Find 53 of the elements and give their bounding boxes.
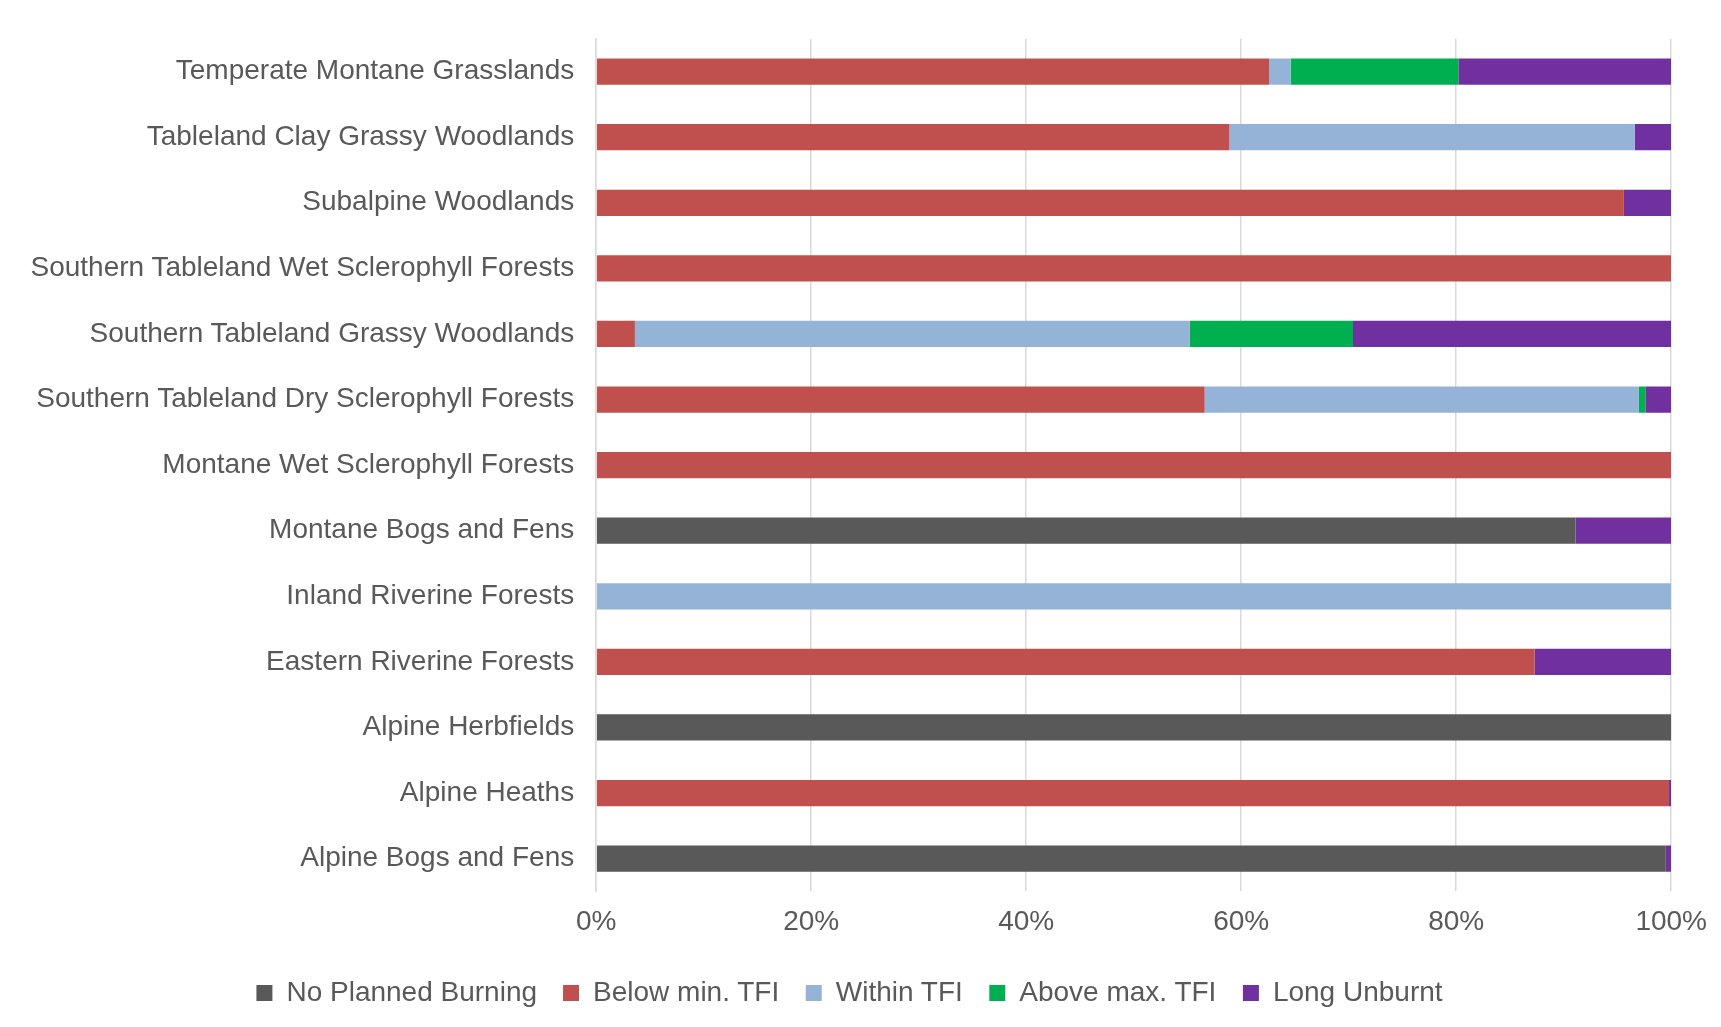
y-tick-label: Southern Tableland Grassy Woodlands — [89, 316, 575, 348]
legend-label: Long Unburnt — [1272, 975, 1443, 1007]
y-tick-label: Inland Riverine Forests — [286, 578, 575, 610]
y-tick-label: Southern Tableland Wet Sclerophyll Forests — [30, 251, 575, 283]
bar — [1229, 124, 1635, 151]
bar — [1269, 58, 1291, 85]
bar — [596, 648, 1535, 675]
bar — [596, 320, 635, 348]
bar — [1534, 648, 1672, 675]
bar — [1645, 386, 1672, 413]
bar — [1634, 124, 1672, 151]
bar — [596, 583, 1672, 610]
bar — [596, 255, 1672, 282]
y-tick-label: Alpine Herbfields — [362, 710, 575, 742]
bar — [596, 517, 1576, 544]
y-tick-label: Eastern Riverine Forests — [266, 644, 575, 676]
bar — [1638, 386, 1646, 413]
bar — [596, 714, 1672, 741]
y-tick-label: Alpine Bogs and Fens — [300, 841, 575, 873]
bar — [1189, 320, 1353, 348]
bar — [634, 320, 1190, 348]
x-tick-label: 40% — [998, 904, 1055, 936]
legend-label: Above max. TFI — [1019, 975, 1217, 1007]
y-tick-label: Temperate Montane Grasslands — [175, 54, 575, 86]
bar — [1669, 779, 1672, 807]
legend-label: Below min. TFI — [593, 975, 780, 1007]
y-tick-label: Tableland Clay Grassy Woodlands — [146, 119, 575, 151]
bar — [1575, 517, 1672, 544]
bar — [596, 124, 1230, 151]
y-tick-label: Southern Tableland Dry Sclerophyll Forests — [36, 382, 575, 414]
bar — [596, 58, 1270, 85]
bar — [1458, 58, 1672, 85]
bar — [596, 386, 1205, 413]
y-tick-label: Montane Wet Sclerophyll Forests — [162, 447, 575, 479]
bar — [1290, 58, 1459, 85]
legend-label: Within TFI — [835, 975, 963, 1007]
bar — [596, 779, 1670, 807]
bar — [1204, 386, 1639, 413]
bar — [596, 845, 1666, 872]
bar — [596, 451, 1672, 479]
x-tick-label: 20% — [783, 904, 840, 936]
y-tick-label: Montane Bogs and Fens — [269, 513, 575, 545]
x-tick-label: 0% — [575, 904, 617, 936]
legend-label: No Planned Burning — [286, 975, 538, 1007]
x-tick-label: 60% — [1213, 904, 1270, 936]
y-tick-label: Subalpine Woodlands — [302, 185, 575, 217]
bar — [1353, 320, 1672, 348]
y-tick-label: Alpine Heaths — [399, 775, 575, 807]
x-tick-label: 80% — [1428, 904, 1485, 936]
x-tick-label: 100% — [1635, 904, 1708, 936]
bar — [596, 189, 1624, 216]
bar — [1623, 189, 1672, 216]
bar — [1665, 845, 1672, 872]
